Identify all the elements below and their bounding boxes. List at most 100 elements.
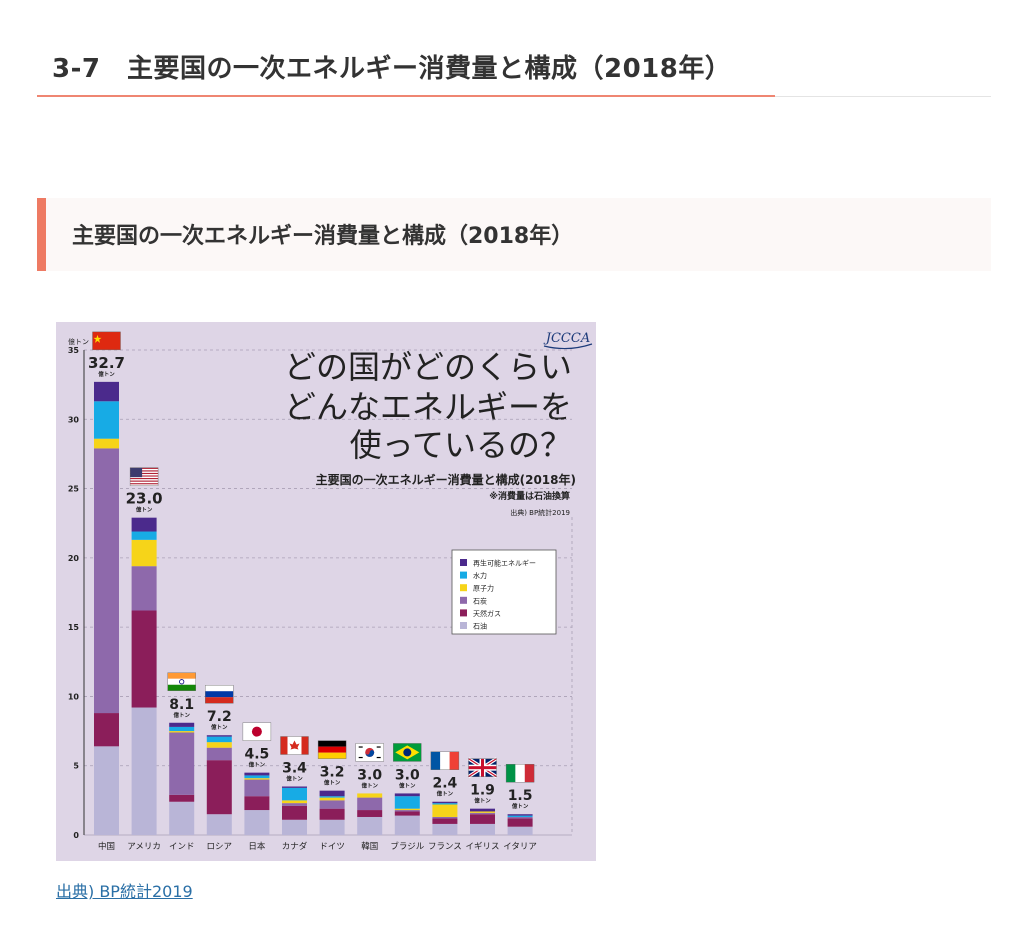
total-label: 3.2	[320, 765, 345, 781]
flag-border	[205, 685, 234, 704]
total-unit-label: 億トン	[437, 790, 454, 798]
total-unit-label: 億トン	[98, 370, 115, 378]
bar-segment-原子力	[319, 797, 345, 801]
bar-segment-原子力	[131, 539, 157, 567]
bar-segment-石炭	[470, 812, 495, 815]
legend-box	[451, 549, 557, 635]
bar-segment-天然ガス	[470, 814, 495, 824]
x-category-label: イタリア	[503, 842, 537, 852]
legend-label: 再生可能エネルギー	[473, 559, 536, 568]
bar-segment-石油	[206, 814, 232, 835]
bar-segment-天然ガス	[244, 796, 270, 811]
x-category-label: カナダ	[282, 841, 308, 852]
bar-segment-石炭	[432, 816, 458, 819]
source-link[interactable]: 出典) BP統計2019	[56, 882, 193, 901]
flag-taeguk-blue	[365, 750, 375, 757]
y-tick-label: 25	[68, 485, 80, 494]
bar-segment-水力	[432, 803, 458, 805]
flag-part	[92, 331, 121, 350]
flag-border	[430, 751, 460, 770]
flag-part	[130, 484, 159, 486]
legend-swatch	[460, 596, 467, 604]
flag-part	[506, 764, 516, 783]
bar-segment-再生可能エネルギー	[319, 790, 345, 797]
bar-segment-天然ガス	[169, 794, 195, 802]
section-accent-bar	[37, 198, 46, 271]
flag-part	[130, 483, 159, 485]
flag-part	[130, 481, 159, 484]
bar-segment-原子力	[206, 742, 232, 748]
bar-segment-水力	[94, 401, 119, 439]
flag-part	[167, 678, 196, 685]
bar-segment-石炭	[394, 810, 420, 812]
x-category-label: フランス	[428, 842, 462, 852]
x-category-label: イギリス	[465, 842, 499, 852]
chart-bars	[94, 381, 533, 835]
total-unit-label: 億トン	[474, 797, 491, 805]
total-label: 23.0	[126, 490, 163, 508]
bar-segment-天然ガス	[394, 811, 420, 816]
legend-label: 水力	[473, 571, 487, 580]
bar-segment-石炭	[319, 800, 345, 809]
total-unit-label: 億トン	[512, 802, 529, 810]
total-label: 3.4	[282, 761, 307, 777]
x-category-label: 日本	[248, 841, 266, 852]
flag-sun	[251, 726, 262, 737]
flag-part	[130, 470, 159, 472]
chart-title: 主要国の一次エネルギー消費量と構成(2018年)	[316, 472, 576, 487]
legend-label: 石炭	[473, 597, 487, 605]
italy-flag	[505, 764, 535, 783]
flag-part	[130, 477, 159, 480]
flag-part	[376, 746, 381, 748]
headline-line-3: 使っているの？	[350, 427, 572, 463]
russia-flag	[205, 685, 234, 704]
bar-segment-水力	[507, 815, 533, 817]
bar-segment-再生可能エネルギー	[507, 814, 533, 816]
bar-segment-水力	[319, 796, 345, 798]
jccca-logo: JCCCA	[543, 331, 593, 350]
flag-border	[129, 467, 159, 486]
bar-segment-再生可能エネルギー	[206, 735, 232, 737]
bar-segment-再生可能エネルギー	[94, 381, 119, 402]
legend-label: 原子力	[473, 584, 494, 593]
flag-border	[92, 331, 121, 351]
bar-segment-石炭	[357, 797, 383, 811]
canada-flag	[280, 736, 309, 755]
flag-part	[167, 672, 196, 679]
flag-part	[205, 697, 234, 704]
flag-part	[524, 764, 535, 783]
bar-segment-石油	[507, 826, 533, 835]
usa-flag	[129, 467, 159, 486]
flag-part	[318, 752, 347, 759]
japan-flag	[242, 722, 272, 741]
bar-segment-原子力	[432, 804, 458, 817]
x-category-label: インド	[169, 842, 195, 852]
flag-part	[130, 480, 159, 482]
flag-border	[317, 740, 347, 759]
bar-segment-原子力	[470, 811, 495, 813]
chart-labels: 32.7億トン中国23.0億トンアメリカ8.1億トンインド7.2億トンロシア4.…	[88, 331, 537, 852]
total-label: 32.7	[88, 354, 125, 372]
flag-part	[376, 756, 381, 759]
bar-segment-石油	[131, 707, 157, 835]
flag-part	[167, 684, 196, 691]
bar-segment-天然ガス	[319, 808, 345, 820]
bar-segment-水力	[206, 736, 232, 743]
legend-swatch	[460, 559, 467, 566]
y-tick-label: 5	[73, 762, 79, 771]
flag-part	[358, 746, 363, 748]
total-unit-label: 億トン	[324, 779, 341, 787]
total-label: 2.4	[432, 776, 457, 792]
bar-segment-原子力	[94, 438, 119, 449]
total-unit-label: 億トン	[211, 723, 228, 731]
china-flag	[92, 331, 121, 351]
flag-border	[242, 722, 272, 741]
flag-border	[468, 758, 497, 777]
bar-segment-天然ガス	[282, 805, 307, 820]
y-tick-label: 15	[68, 623, 80, 632]
bar-segment-水力	[169, 726, 195, 732]
bar-segment-石油	[470, 823, 495, 835]
y-tick-label: 35	[68, 346, 80, 355]
flag-part	[318, 740, 347, 747]
